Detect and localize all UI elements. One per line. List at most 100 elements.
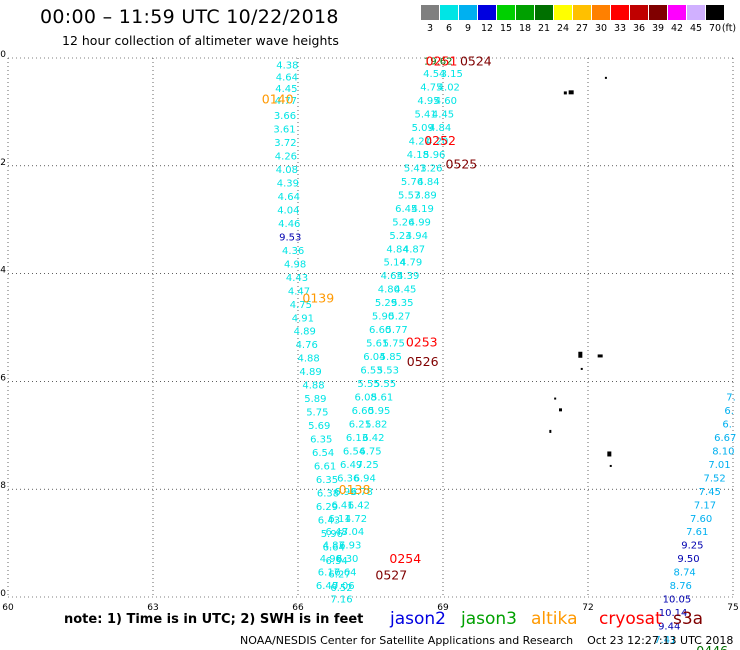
wave-height-value: 4.91 bbox=[292, 313, 314, 324]
wave-height-value: 4.08 bbox=[276, 165, 298, 176]
scale-label-33: 33 bbox=[613, 23, 627, 34]
wave-height-value: 6.94 bbox=[354, 473, 376, 484]
pass-id-label: 0140 bbox=[262, 91, 294, 106]
scale-swatch-42 bbox=[668, 5, 687, 20]
island-speck bbox=[568, 90, 574, 95]
scale-label-30: 30 bbox=[594, 23, 608, 34]
wave-height-value: 4.84 bbox=[386, 244, 408, 255]
scale-swatch-24 bbox=[554, 5, 573, 20]
lon-tick-label: 72 bbox=[582, 603, 593, 613]
wave-height-value: 4.98 bbox=[320, 554, 342, 565]
wave-height-value: 6.54 bbox=[343, 446, 365, 457]
pass-id-label: 0525 bbox=[445, 157, 477, 172]
wave-height-value: 5.55 bbox=[357, 379, 379, 390]
footer-credit: NOAA/NESDIS Center for Satellite Applica… bbox=[240, 634, 733, 647]
scale-swatch-12 bbox=[478, 5, 497, 20]
lat-tick-label: -2 bbox=[0, 158, 6, 168]
wave-height-value: 6.60 bbox=[352, 406, 374, 417]
wave-height-value: 5.69 bbox=[308, 421, 330, 432]
wave-height-value: 19.62 bbox=[424, 57, 453, 68]
wave-height-value: 6.54 bbox=[326, 556, 348, 567]
wave-height-value: 5.76 bbox=[401, 177, 423, 188]
wave-height-value: 4.89 bbox=[299, 367, 321, 378]
lat-tick-label: 0 bbox=[0, 50, 6, 60]
wave-height-value: 5.23 bbox=[389, 231, 411, 242]
scale-label-45: 45 bbox=[689, 23, 703, 34]
wave-height-value: 6.78 bbox=[351, 487, 373, 498]
wave-height-value: 5.82 bbox=[365, 419, 387, 430]
wave-height-value: 5.35 bbox=[391, 298, 413, 309]
wave-height-value: 4.39 bbox=[277, 179, 299, 190]
island-speck bbox=[604, 76, 607, 79]
wave-height-value: 10.14 bbox=[659, 608, 688, 619]
scale-swatch-6 bbox=[440, 5, 459, 20]
scale-swatch-3 bbox=[421, 5, 440, 20]
wave-height-value: 3.61 bbox=[273, 125, 295, 136]
wave-height-value: 4.79 bbox=[400, 258, 422, 269]
scale-swatch-33 bbox=[611, 5, 630, 20]
map-subtitle: 12 hour collection of altimeter wave hei… bbox=[62, 33, 339, 48]
pass-id-label: 0139 bbox=[302, 290, 334, 305]
lon-tick-label: 66 bbox=[292, 603, 304, 613]
wave-height-value: 4.94 bbox=[406, 231, 428, 242]
wave-height-value: 6.11 bbox=[328, 514, 350, 525]
wave-height-value: 5.85 bbox=[380, 352, 402, 363]
wave-height-value: 6.29 bbox=[316, 502, 338, 513]
wave-height-value: 6.43 bbox=[318, 515, 340, 526]
wave-height-value: 4.98 bbox=[284, 259, 306, 270]
scale-swatch-70 bbox=[706, 5, 725, 20]
wave-height-value: 6.64 bbox=[334, 568, 356, 579]
wave-height-value: 5.09 bbox=[412, 123, 434, 134]
wave-height-value: 4.45 bbox=[432, 110, 454, 121]
wave-height-value: 6.53 bbox=[360, 366, 382, 377]
pass-id-label: 0138 bbox=[339, 482, 371, 497]
wave-height-value: 4.88 bbox=[298, 354, 320, 365]
scale-label-70: 70 bbox=[708, 23, 722, 34]
lat-tick-label: -6 bbox=[0, 373, 6, 383]
wave-height-value: 7.25 bbox=[356, 460, 378, 471]
wave-height-value: 4.64 bbox=[278, 192, 300, 203]
wave-height-value: 4.84 bbox=[429, 123, 451, 134]
scale-swatch-30 bbox=[592, 5, 611, 20]
wave-height-value: 4.64 bbox=[276, 72, 298, 83]
wave-height-value: 4.38 bbox=[276, 60, 298, 71]
pass-id-label: 0251 bbox=[426, 54, 458, 69]
wave-height-value: 6.36 bbox=[337, 473, 359, 484]
wave-height-value: 6.21 bbox=[349, 419, 371, 430]
legend-altika: altika bbox=[531, 609, 578, 629]
wave-height-value: 5.96 bbox=[423, 150, 445, 161]
legend-jason2: jason2 bbox=[390, 609, 446, 629]
scale-unit-label: (ft) bbox=[721, 23, 737, 34]
scale-label-42: 42 bbox=[670, 23, 684, 34]
wave-height-value: 4.72 bbox=[345, 514, 367, 525]
wave-height-value: 8.74 bbox=[674, 568, 696, 579]
pass-id-label: 0254 bbox=[389, 551, 421, 566]
wave-height-value: 4.21 bbox=[409, 136, 431, 147]
wave-height-value: 7.06 bbox=[332, 581, 354, 592]
island-speck bbox=[597, 354, 603, 358]
wave-height-value: 5.53 bbox=[377, 366, 399, 377]
scale-label-15: 15 bbox=[499, 23, 513, 34]
color-scale-legend: 3 6 9 12 15 18 21 24 27 30 33 36 39 42 45 70 (ft) bbox=[421, 5, 736, 35]
wave-height-value: 8.10 bbox=[712, 446, 734, 457]
wave-height-value: 4.02 bbox=[438, 83, 460, 94]
wave-height-value: 5.95 bbox=[368, 406, 390, 417]
wave-height-value: 4.76 bbox=[296, 340, 318, 351]
wave-height-value: 4.20 bbox=[426, 136, 448, 147]
wave-height-value: 6.35 bbox=[310, 435, 332, 446]
island-speck bbox=[563, 91, 567, 95]
wave-height-value: 5.27 bbox=[388, 312, 410, 323]
wave-height-value: 4.60 bbox=[435, 96, 457, 107]
wave-height-value: 4.99 bbox=[409, 217, 431, 228]
wave-height-value: 5.96 bbox=[321, 529, 343, 540]
wave-height-value: 6.61 bbox=[314, 461, 336, 472]
wave-height-value: 6. bbox=[722, 419, 732, 430]
wave-height-value: 7.60 bbox=[690, 514, 712, 525]
scale-swatch-9 bbox=[459, 5, 478, 20]
wave-height-value: 8.76 bbox=[670, 581, 692, 592]
wave-height-value: 5.61 bbox=[371, 392, 393, 403]
wave-height-value: 4.77 bbox=[275, 96, 297, 107]
wave-height-value: 4.54 bbox=[423, 69, 445, 80]
wave-height-value: 7.61 bbox=[686, 527, 708, 538]
pass-id-label: 0527 bbox=[375, 567, 407, 582]
